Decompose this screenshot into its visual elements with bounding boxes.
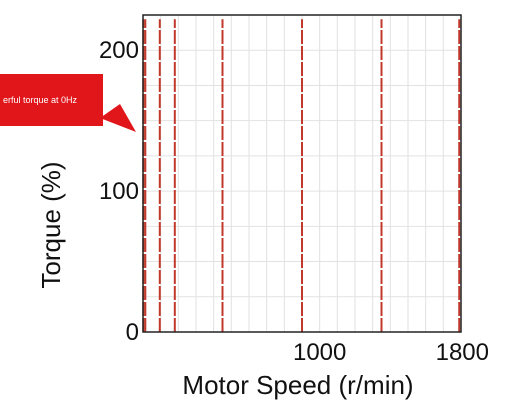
callout-pointer [100,104,136,132]
callout-box [0,74,103,126]
y-tick-labels: 0 100 200 [99,37,139,346]
y-tick-label: 0 [126,319,139,346]
x-tick-labels: 1000 1800 [293,339,489,366]
y-axis-title: Torque (%) [36,161,66,288]
x-axis-title: Motor Speed (r/min) [182,370,413,400]
callout-text: erful torque at 0Hz [3,95,78,105]
callout: erful torque at 0Hz [0,74,136,132]
x-tick-label: 1000 [293,339,346,366]
x-tick-label: 1800 [436,339,489,366]
y-tick-label: 200 [99,37,139,64]
plot-frame [142,14,462,333]
y-tick-label: 100 [99,178,139,205]
